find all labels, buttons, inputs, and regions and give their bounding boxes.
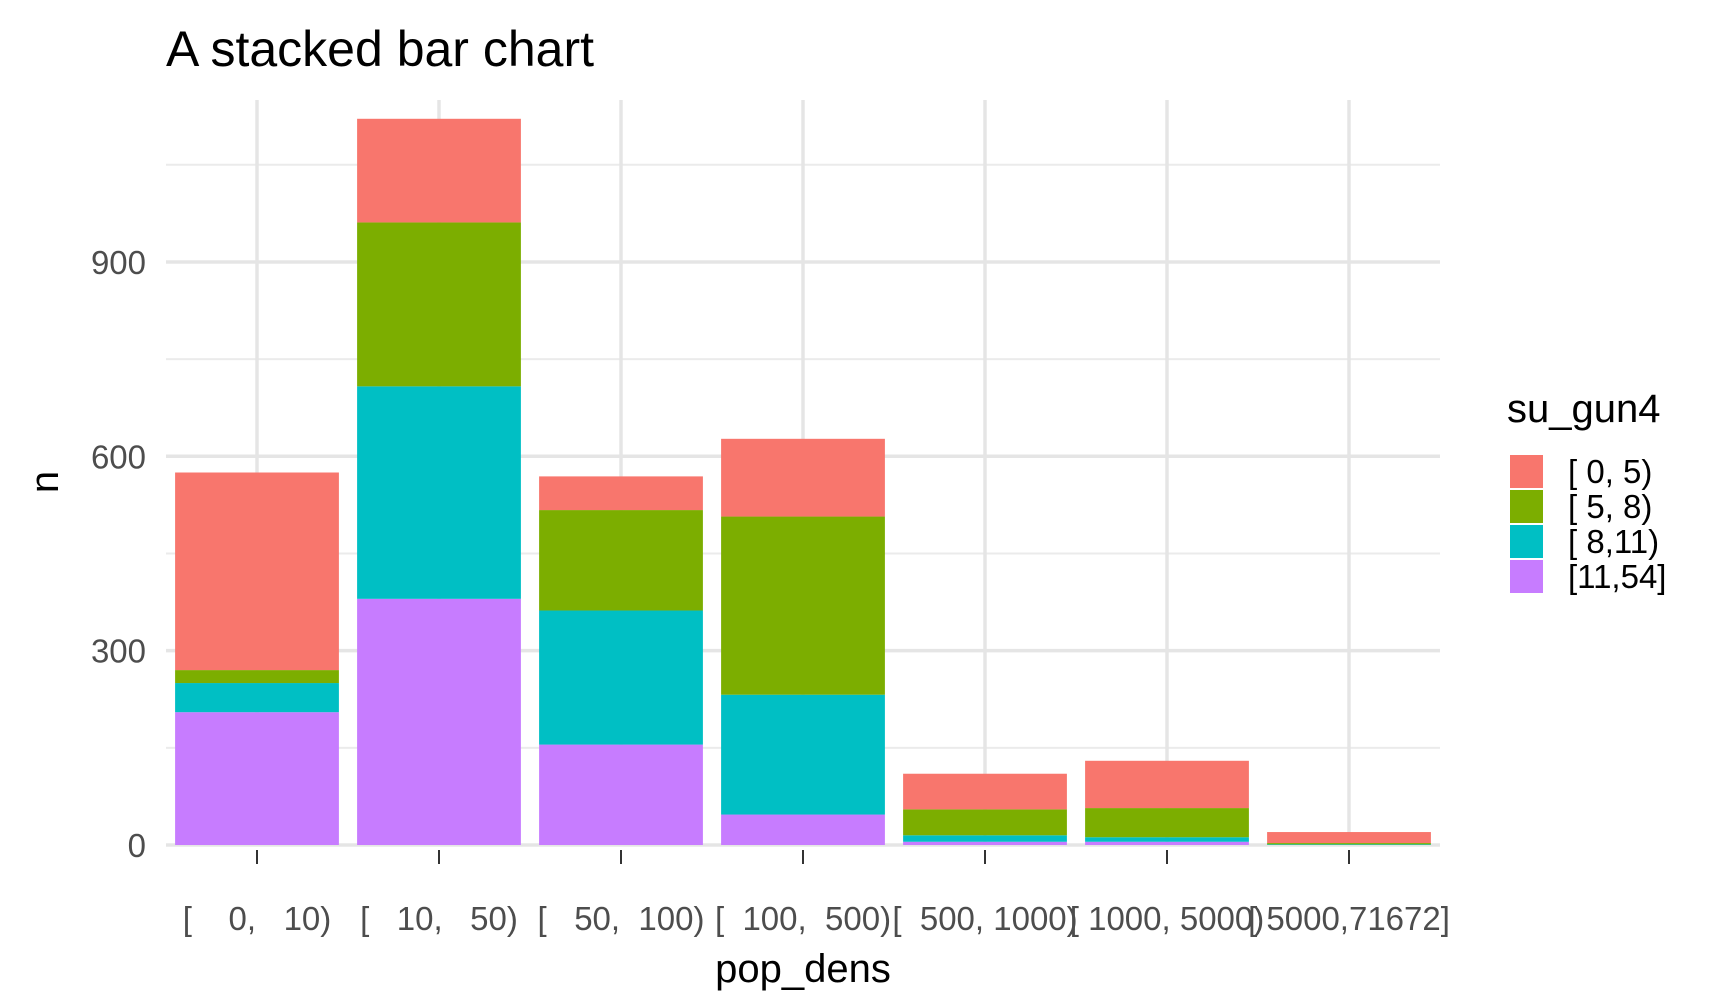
- bar-segment: [1085, 837, 1249, 842]
- bar-segment: [1085, 841, 1249, 845]
- legend-title: su_gun4: [1507, 387, 1660, 431]
- bar-segment: [175, 670, 339, 684]
- y-tick-label: 300: [91, 633, 146, 670]
- x-tick-label: [ 10, 50): [360, 900, 518, 937]
- legend-label: [ 5, 8): [1568, 488, 1652, 525]
- legend-label: [ 0, 5): [1568, 453, 1652, 490]
- bar-segment: [357, 386, 521, 599]
- x-axis-ticks: [ 0, 10)[ 10, 50)[ 50, 100)[ 100, 500)[ …: [183, 850, 1450, 937]
- bar-segment: [175, 712, 339, 845]
- bars: [175, 118, 1431, 845]
- legend-key: [1510, 490, 1543, 523]
- x-tick-label: [ 500, 1000): [892, 900, 1077, 937]
- bar-segment: [539, 476, 703, 511]
- x-tick-label: [ 5000,71672]: [1248, 900, 1450, 937]
- bar-segment: [903, 841, 1067, 845]
- bar-segment: [1267, 843, 1431, 845]
- y-tick-label: 0: [128, 827, 146, 864]
- x-tick-label: [ 100, 500): [715, 900, 891, 937]
- legend: su_gun4 [ 0, 5)[ 5, 8)[ 8,11)[11,54]: [1507, 387, 1666, 595]
- y-tick-label: 600: [91, 438, 146, 475]
- legend-label: [ 8,11): [1568, 523, 1659, 560]
- bar-segment: [721, 814, 885, 845]
- bar-segment: [1085, 760, 1249, 809]
- bar-segment: [175, 683, 339, 713]
- bar-segment: [903, 835, 1067, 842]
- bar-segment: [539, 510, 703, 611]
- x-axis-title: pop_dens: [715, 947, 891, 991]
- bar-segment: [721, 438, 885, 517]
- bar-segment: [903, 809, 1067, 836]
- y-axis-title: n: [23, 471, 67, 493]
- bar-segment: [721, 516, 885, 695]
- y-axis-ticks: 0 300 600 900: [91, 244, 146, 864]
- legend-label: [11,54]: [1568, 558, 1666, 595]
- legend-key: [1510, 525, 1543, 558]
- bar-segment: [903, 773, 1067, 810]
- bar-segment: [721, 694, 885, 815]
- bar-segment: [357, 222, 521, 387]
- y-tick-label: 900: [91, 244, 146, 281]
- x-tick-label: [ 50, 100): [538, 900, 705, 937]
- bar-segment: [539, 744, 703, 845]
- bar-segment: [1267, 844, 1431, 845]
- bar-segment: [539, 610, 703, 745]
- bar-segment: [357, 118, 521, 223]
- x-tick-label: [ 1000, 5000): [1070, 900, 1265, 937]
- bar-segment: [1267, 832, 1431, 844]
- legend-key: [1510, 455, 1543, 488]
- x-tick-label: [ 0, 10): [183, 900, 332, 937]
- bar-segment: [357, 598, 521, 845]
- bar-segment: [1085, 808, 1249, 838]
- chart-title: A stacked bar chart: [166, 21, 594, 77]
- bar-segment: [175, 472, 339, 671]
- legend-key: [1510, 560, 1543, 593]
